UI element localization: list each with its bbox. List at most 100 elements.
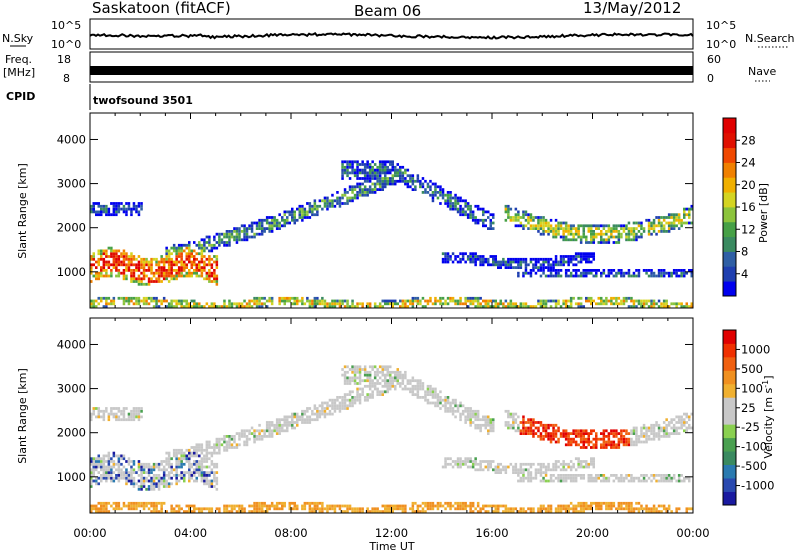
heatmap-cell [492, 460, 495, 463]
heatmap-cell [637, 479, 641, 483]
heatmap-cell [519, 468, 523, 472]
heatmap-cell [582, 501, 586, 505]
heatmap-cell [361, 390, 364, 394]
heatmap-cell [660, 479, 663, 483]
heatmap-cell [574, 271, 578, 275]
heatmap-cell [434, 299, 437, 303]
heatmap-cell [685, 207, 689, 211]
heatmap-cell [255, 437, 259, 441]
heatmap-cell [140, 487, 143, 491]
heatmap-cell [346, 165, 349, 169]
heatmap-cell [464, 296, 467, 300]
heatmap-cell [441, 404, 445, 408]
heatmap-cell [627, 437, 631, 441]
heatmap-cell [353, 510, 357, 513]
heatmap-cell [446, 396, 450, 399]
heatmap-cell [100, 507, 103, 511]
heatmap-cell [303, 507, 307, 511]
heatmap-cell [569, 479, 573, 483]
heatmap-cell [381, 163, 385, 166]
heatmap-cell [125, 274, 128, 278]
heatmap-cell [112, 260, 116, 264]
heatmap-cell [635, 507, 638, 511]
heatmap-cell [590, 227, 593, 230]
heatmap-cell [102, 510, 106, 513]
heatmap-cell [680, 418, 683, 422]
heatmap-cell [522, 213, 525, 217]
heatmap-cell [102, 471, 106, 474]
heatmap-cell [311, 204, 314, 208]
heatmap-cell [640, 440, 643, 444]
heatmap-cell [200, 448, 204, 452]
heatmap-cell [529, 465, 533, 469]
heatmap-cell [632, 227, 636, 230]
heatmap-cell [534, 271, 538, 275]
heatmap-cell [205, 274, 209, 278]
heatmap-cell [386, 379, 390, 383]
heatmap-cell [411, 384, 415, 388]
heatmap-cell [125, 202, 128, 205]
heatmap-cell [645, 507, 648, 511]
colorbar-segment [723, 383, 736, 398]
heatmap-cell [218, 235, 221, 239]
heatmap-cell [122, 407, 126, 410]
heatmap-cell [547, 465, 550, 469]
heatmap-cell [414, 393, 417, 396]
heatmap-cell [622, 440, 626, 444]
heatmap-cell [117, 415, 121, 419]
heatmap-cell [240, 504, 244, 508]
heatmap-cell [373, 387, 377, 391]
heatmap-cell [316, 407, 319, 410]
heatmap-cell [574, 468, 578, 472]
heatmap-cell [100, 465, 103, 469]
heatmap-cell [130, 507, 133, 511]
heatmap-cell [429, 384, 432, 388]
heatmap-cell [90, 460, 93, 463]
heatmap-cell [454, 257, 457, 261]
heatmap-cell [326, 202, 329, 205]
heatmap-cell [112, 207, 116, 211]
heatmap-cell [213, 471, 216, 474]
heatmap-cell [160, 269, 163, 272]
heatmap-cell [471, 213, 475, 217]
heatmap-cell [404, 171, 407, 175]
heatmap-cell [130, 280, 133, 283]
heatmap-cell [203, 460, 206, 463]
heatmap-cell [137, 465, 141, 469]
heatmap-cell [509, 218, 513, 222]
heatmap-cell [537, 266, 540, 269]
heatmap-cell [610, 232, 613, 236]
heatmap-cell [396, 302, 400, 306]
heatmap-cell [479, 426, 482, 430]
heatmap-cell [107, 207, 111, 211]
heatmap-cell [265, 510, 269, 513]
heatmap-cell [92, 302, 96, 306]
heatmap-cell [597, 501, 601, 505]
heatmap-cell [562, 230, 565, 233]
heatmap-cell [125, 474, 128, 477]
heatmap-cell [474, 221, 477, 225]
heatmap-cell [459, 415, 462, 419]
heatmap-cell [142, 507, 146, 511]
heatmap-cell [469, 407, 472, 410]
heatmap-cell [429, 393, 432, 396]
heatmap-cell [278, 227, 281, 230]
heatmap-cell [562, 235, 565, 239]
heatmap-cell [183, 476, 186, 480]
heatmap-cell [597, 504, 601, 508]
heatmap-cell [574, 507, 578, 511]
heatmap-cell [100, 510, 103, 513]
heatmap-cell [188, 457, 191, 461]
heatmap-cell [225, 448, 229, 452]
heatmap-cell [341, 163, 344, 166]
heatmap-cell [358, 373, 362, 377]
heatmap-cell [92, 468, 96, 472]
heatmap-cell [622, 274, 626, 278]
heatmap-cell [188, 241, 191, 244]
heatmap-cell [331, 299, 334, 303]
heatmap-cell [482, 210, 485, 214]
heatmap-cell [665, 271, 668, 275]
heatmap-cell [683, 479, 686, 483]
heatmap-cell [356, 165, 359, 169]
heatmap-cell [456, 465, 460, 469]
